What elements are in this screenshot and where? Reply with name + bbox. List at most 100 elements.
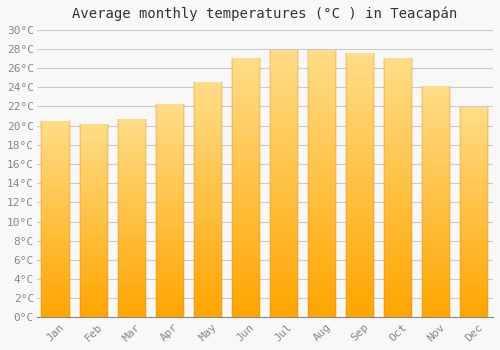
Bar <box>270 176 298 178</box>
Bar <box>80 271 108 273</box>
Bar <box>80 188 108 190</box>
Bar <box>270 251 298 253</box>
Bar <box>270 213 298 216</box>
Bar <box>80 211 108 213</box>
Bar <box>194 134 222 136</box>
Bar <box>194 289 222 292</box>
Bar <box>384 271 412 273</box>
Bar <box>42 231 70 233</box>
Bar <box>232 180 260 183</box>
Bar <box>42 158 70 160</box>
Bar <box>270 157 298 160</box>
Bar <box>460 152 488 154</box>
Bar <box>422 172 450 174</box>
Bar <box>308 125 336 127</box>
Bar <box>156 298 184 300</box>
Bar <box>156 134 184 136</box>
Bar <box>422 119 450 121</box>
Bar <box>422 232 450 234</box>
Bar <box>308 178 336 181</box>
Bar <box>384 253 412 255</box>
Bar <box>80 253 108 256</box>
Bar <box>460 246 488 248</box>
Bar <box>384 110 412 113</box>
Bar <box>346 217 374 219</box>
Bar <box>42 310 70 312</box>
Bar <box>42 308 70 310</box>
Bar <box>308 157 336 160</box>
Bar <box>42 128 70 131</box>
Bar <box>232 82 260 84</box>
Bar <box>194 127 222 130</box>
Bar <box>194 268 222 271</box>
Bar <box>460 170 488 173</box>
Bar <box>270 130 298 133</box>
Bar <box>346 241 374 243</box>
Bar <box>232 175 260 177</box>
Bar <box>460 261 488 263</box>
Bar <box>270 269 298 272</box>
Bar <box>194 214 222 216</box>
Bar <box>80 190 108 191</box>
Bar <box>460 301 488 303</box>
Bar <box>42 237 70 239</box>
Bar <box>346 95 374 98</box>
Bar <box>118 266 146 268</box>
Bar <box>80 174 108 176</box>
Bar <box>118 250 146 252</box>
Bar <box>308 69 336 71</box>
Bar <box>232 146 260 149</box>
Bar <box>194 273 222 275</box>
Bar <box>460 227 488 229</box>
Bar <box>118 298 146 300</box>
Bar <box>346 288 374 291</box>
Bar <box>194 271 222 273</box>
Bar <box>232 97 260 100</box>
Bar <box>156 132 184 134</box>
Bar <box>346 113 374 116</box>
Bar <box>42 254 70 257</box>
Bar <box>118 220 146 222</box>
Bar <box>308 170 336 173</box>
Bar <box>80 226 108 228</box>
Bar <box>384 154 412 157</box>
Bar <box>156 141 184 143</box>
Bar <box>422 135 450 137</box>
Bar <box>194 193 222 195</box>
Bar <box>42 306 70 308</box>
Bar <box>460 303 488 305</box>
Bar <box>80 203 108 205</box>
Bar <box>118 264 146 266</box>
Bar <box>42 294 70 296</box>
Bar <box>232 92 260 94</box>
Bar <box>42 312 70 314</box>
Bar <box>460 238 488 240</box>
Bar <box>42 127 70 128</box>
Bar <box>156 217 184 219</box>
Bar <box>80 156 108 159</box>
Bar <box>42 302 70 304</box>
Bar <box>422 211 450 213</box>
Bar <box>80 240 108 242</box>
Bar <box>232 183 260 186</box>
Bar <box>42 213 70 215</box>
Bar <box>80 234 108 236</box>
Bar <box>80 310 108 312</box>
Bar <box>308 152 336 154</box>
Bar <box>346 225 374 228</box>
Bar <box>346 61 374 63</box>
Bar <box>460 263 488 265</box>
Bar <box>460 219 488 221</box>
Bar <box>156 160 184 162</box>
Bar <box>42 296 70 298</box>
Bar <box>270 141 298 144</box>
Bar <box>42 136 70 139</box>
Bar <box>346 172 374 174</box>
Bar <box>194 92 222 94</box>
Bar <box>156 251 184 254</box>
Bar <box>42 260 70 262</box>
Bar <box>308 84 336 87</box>
Bar <box>308 296 336 299</box>
Bar <box>460 206 488 208</box>
Bar <box>156 209 184 211</box>
